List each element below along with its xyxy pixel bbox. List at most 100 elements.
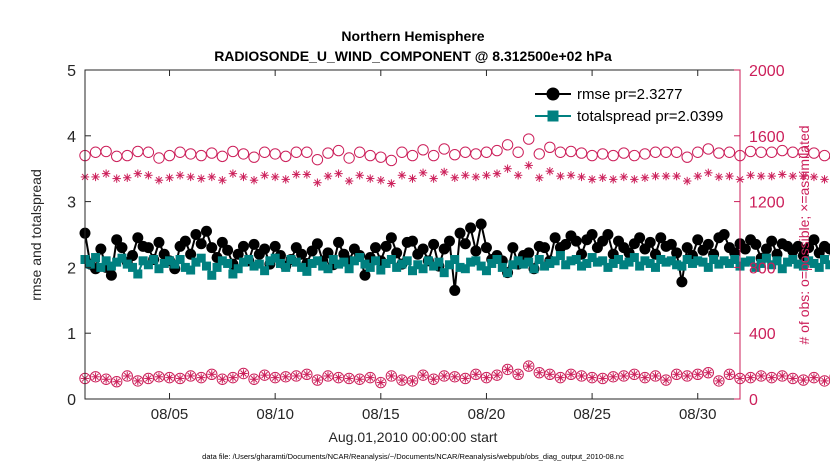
obs-assimilated-low-point-stroke bbox=[747, 374, 754, 381]
spread-point bbox=[513, 256, 523, 266]
obs-assimilated-low-point bbox=[197, 373, 206, 382]
obs-assimilated-low-point bbox=[566, 370, 576, 379]
spread-point bbox=[730, 255, 740, 265]
obs-assimilated-low-point bbox=[355, 375, 364, 384]
obs-possible-low-point bbox=[470, 368, 482, 381]
rmse-point bbox=[470, 245, 482, 257]
obs-assimilated-low-point-stroke bbox=[366, 374, 374, 381]
obs-assimilated-low-point-stroke bbox=[303, 370, 311, 378]
spread-point bbox=[112, 257, 122, 267]
obs-possible-low-point bbox=[227, 371, 239, 384]
obs-assimilated-point-stroke bbox=[451, 174, 459, 182]
obs-possible-point bbox=[385, 154, 398, 167]
obs-assimilated-low-point bbox=[471, 370, 481, 379]
rmse-point bbox=[671, 247, 683, 259]
obs-assimilated-point bbox=[471, 172, 481, 182]
obs-possible-point bbox=[227, 145, 239, 158]
spread-point bbox=[751, 262, 761, 272]
obs-assimilated-point-stroke bbox=[483, 171, 490, 179]
obs-assimilated-point-stroke bbox=[102, 170, 110, 177]
rmse-point bbox=[560, 238, 572, 250]
obs-assimilated-low-point bbox=[577, 371, 586, 381]
y-left-tick-label: 0 bbox=[67, 392, 76, 409]
y-axis-label-right: # of obs: o=possible; ×=assimilated bbox=[796, 125, 812, 344]
obs-assimilated-low-point bbox=[756, 371, 766, 381]
obs-assimilated-point bbox=[609, 175, 618, 184]
spread-point bbox=[297, 262, 307, 272]
obs-assimilated-point-stroke bbox=[282, 176, 290, 183]
obs-assimilated-point-stroke bbox=[493, 170, 501, 177]
spread-point bbox=[365, 262, 375, 272]
spread-point bbox=[138, 256, 148, 266]
obs-possible-low-point bbox=[491, 369, 503, 381]
spread-point bbox=[302, 266, 312, 276]
obs-assimilated-point bbox=[524, 161, 533, 170]
spread-point bbox=[540, 261, 550, 271]
obs-possible-low-point bbox=[808, 371, 820, 384]
rmse-point bbox=[216, 236, 228, 248]
obs-assimilated-point bbox=[281, 175, 290, 184]
obs-assimilated-point-stroke bbox=[92, 173, 99, 181]
spread-point bbox=[154, 264, 164, 274]
spread-point bbox=[693, 256, 703, 266]
obs-assimilated-point-stroke bbox=[683, 177, 691, 185]
obs-assimilated-low-point-stroke bbox=[694, 370, 702, 378]
obs-assimilated-low-point bbox=[545, 370, 555, 379]
rmse-point bbox=[443, 235, 455, 247]
obs-assimilated-low-point bbox=[91, 372, 100, 381]
spread-point bbox=[550, 256, 560, 266]
chart-title-line1: Northern Hemisphere bbox=[341, 28, 484, 44]
obs-possible-low-point bbox=[364, 371, 376, 384]
obs-assimilated-low-point bbox=[556, 373, 565, 382]
spread-point bbox=[402, 256, 412, 266]
obs-assimilated-point bbox=[387, 179, 396, 188]
spread-point bbox=[376, 265, 386, 275]
obs-assimilated-low-point-stroke bbox=[430, 375, 437, 383]
rmse-point bbox=[127, 250, 139, 262]
y-left-tick-label: 3 bbox=[67, 195, 76, 212]
spread-point bbox=[265, 256, 275, 266]
spread-point bbox=[450, 255, 460, 265]
obs-assimilated-low-point-stroke bbox=[102, 375, 110, 383]
obs-assimilated-low-point-stroke bbox=[219, 375, 226, 383]
obs-assimilated-point bbox=[397, 171, 407, 180]
obs-assimilated-point bbox=[820, 175, 829, 184]
spread-point bbox=[165, 256, 175, 266]
obs-possible-low-point bbox=[89, 371, 102, 383]
obs-assimilated-point bbox=[450, 173, 459, 182]
spread-series bbox=[80, 251, 830, 280]
spread-point bbox=[318, 261, 328, 271]
obs-assimilated-point bbox=[630, 175, 639, 184]
spread-point bbox=[629, 253, 639, 263]
obs-assimilated-low-point bbox=[228, 373, 238, 382]
obs-assimilated-point bbox=[133, 169, 143, 178]
spread-point bbox=[128, 262, 138, 272]
spread-point bbox=[466, 257, 476, 267]
obs-assimilated-low-point bbox=[778, 371, 787, 381]
obs-assimilated-low-point bbox=[482, 373, 491, 382]
obs-assimilated-point bbox=[799, 171, 808, 181]
y-right-tick-label: 1200 bbox=[749, 195, 785, 212]
obs-possible-point bbox=[692, 146, 704, 158]
obs-assimilated-point-stroke bbox=[219, 176, 226, 184]
spread-point bbox=[492, 255, 502, 265]
obs-possible-low-point bbox=[248, 373, 260, 385]
obs-possible-series bbox=[79, 133, 830, 167]
obs-assimilated-point-stroke bbox=[155, 176, 163, 184]
spread-point bbox=[101, 256, 111, 266]
obs-assimilated-low-point bbox=[513, 370, 523, 379]
spread-point bbox=[228, 269, 238, 279]
spread-point bbox=[186, 265, 196, 275]
obs-assimilated-point bbox=[218, 176, 227, 185]
obs-possible-low-point bbox=[311, 374, 324, 386]
obs-assimilated-point-stroke bbox=[461, 171, 469, 179]
obs-assimilated-point bbox=[640, 173, 650, 182]
x-tick-label: 08/20 bbox=[468, 406, 506, 423]
rmse-point bbox=[549, 232, 561, 244]
obs-assimilated-point-stroke bbox=[324, 172, 332, 180]
obs-assimilated-point-stroke bbox=[430, 175, 437, 182]
obs-assimilated-low-point bbox=[144, 374, 153, 383]
rmse-point bbox=[269, 240, 281, 252]
x-tick-label: 08/25 bbox=[573, 406, 611, 423]
